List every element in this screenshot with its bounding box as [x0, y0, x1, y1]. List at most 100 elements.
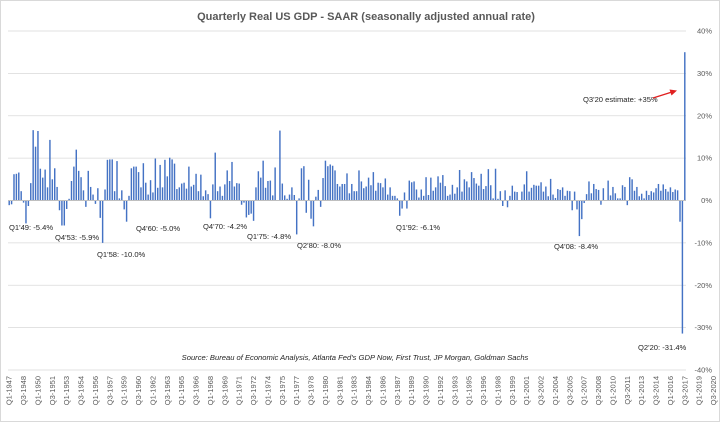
bar — [240, 200, 243, 205]
bar — [279, 130, 281, 201]
bar — [679, 200, 681, 222]
bar — [640, 193, 643, 201]
bar — [511, 185, 514, 201]
bar — [396, 198, 399, 201]
bar — [140, 187, 142, 201]
bar — [149, 180, 152, 201]
bar — [281, 183, 284, 201]
bar — [238, 183, 240, 201]
bar — [307, 179, 310, 201]
bar — [274, 167, 276, 201]
x-tick-label: Q3-2014 — [652, 376, 661, 405]
y-tick-label: -30% — [694, 323, 712, 332]
bar — [87, 170, 89, 201]
bar — [588, 181, 590, 201]
bar — [142, 163, 145, 201]
x-tick-label: Q1-1956 — [91, 376, 100, 405]
x-tick-label: Q1-2010 — [608, 376, 617, 405]
bar — [77, 170, 80, 201]
bar — [437, 176, 439, 201]
bar — [291, 187, 293, 201]
bar — [542, 191, 545, 201]
bar — [612, 186, 614, 201]
gridlines — [8, 30, 686, 371]
bar — [264, 187, 267, 201]
bar — [248, 200, 250, 215]
bar — [224, 184, 226, 201]
annotations: Q1'49: -5.4% Q4'53: -5.9% Q1'58: -10.0% … — [9, 89, 687, 352]
bar — [490, 185, 492, 201]
bar — [322, 178, 324, 201]
x-tick-label: Q3-1972 — [249, 376, 258, 405]
bar — [367, 177, 370, 201]
x-tick-label: Q1-1959 — [120, 376, 129, 405]
bar — [425, 177, 427, 201]
bar — [633, 190, 636, 201]
bar — [545, 186, 547, 201]
bar — [535, 185, 537, 201]
x-tick-label: Q1-1986 — [378, 376, 387, 405]
x-tick-label: Q1-1953 — [62, 376, 71, 405]
bar — [121, 190, 123, 201]
bar — [68, 198, 70, 201]
bar — [331, 165, 334, 201]
bar — [176, 189, 178, 201]
bar — [509, 195, 511, 201]
bar — [298, 198, 300, 201]
bar — [341, 183, 343, 201]
bar — [243, 200, 245, 203]
bar — [315, 196, 317, 201]
bar — [434, 187, 437, 201]
annotation-q2-20: Q2'20: -31.4% — [638, 343, 687, 352]
bar — [183, 182, 185, 201]
x-tick-label: Q1-2007 — [580, 376, 589, 405]
bar — [530, 187, 533, 201]
bar — [547, 196, 549, 201]
y-tick-label: 0% — [701, 196, 712, 205]
bar — [204, 190, 207, 201]
bar — [178, 187, 181, 201]
bar — [487, 169, 490, 201]
bar — [116, 161, 118, 201]
bar — [219, 186, 221, 201]
bar — [617, 198, 619, 201]
bar — [650, 191, 652, 201]
annotation-q4-70: Q4'70: -4.2% — [203, 222, 247, 231]
bar — [123, 200, 125, 210]
bar — [329, 164, 331, 201]
bar — [609, 195, 612, 201]
bar — [228, 181, 231, 201]
bar — [327, 166, 329, 201]
bar — [70, 181, 73, 201]
bar — [250, 200, 252, 214]
bar — [408, 180, 411, 201]
bar — [387, 194, 389, 201]
bar — [336, 183, 339, 201]
x-tick-label: Q1-1974 — [263, 376, 272, 405]
bar — [135, 166, 137, 201]
x-tick-label: Q3-1951 — [48, 376, 57, 405]
bar — [458, 169, 461, 201]
bar-series — [8, 52, 686, 334]
x-tick-label: Q3-1948 — [19, 376, 28, 405]
bar — [80, 177, 82, 201]
bar — [624, 186, 626, 201]
bar — [188, 166, 190, 201]
x-tick-label: Q1-1995 — [465, 376, 474, 405]
bar — [111, 159, 113, 201]
bar — [147, 194, 149, 201]
bar — [427, 194, 430, 201]
bar — [245, 200, 248, 218]
bar — [58, 200, 61, 211]
bar — [595, 189, 597, 201]
bar — [145, 182, 147, 201]
bar — [664, 189, 667, 201]
bar — [166, 176, 169, 201]
bar — [42, 177, 44, 201]
x-tick-label: Q3-1987 — [393, 376, 402, 405]
bar — [494, 168, 497, 201]
bar — [410, 182, 413, 201]
bar — [283, 195, 286, 201]
x-tick-label: Q3-1963 — [163, 376, 172, 405]
bar — [27, 200, 30, 207]
